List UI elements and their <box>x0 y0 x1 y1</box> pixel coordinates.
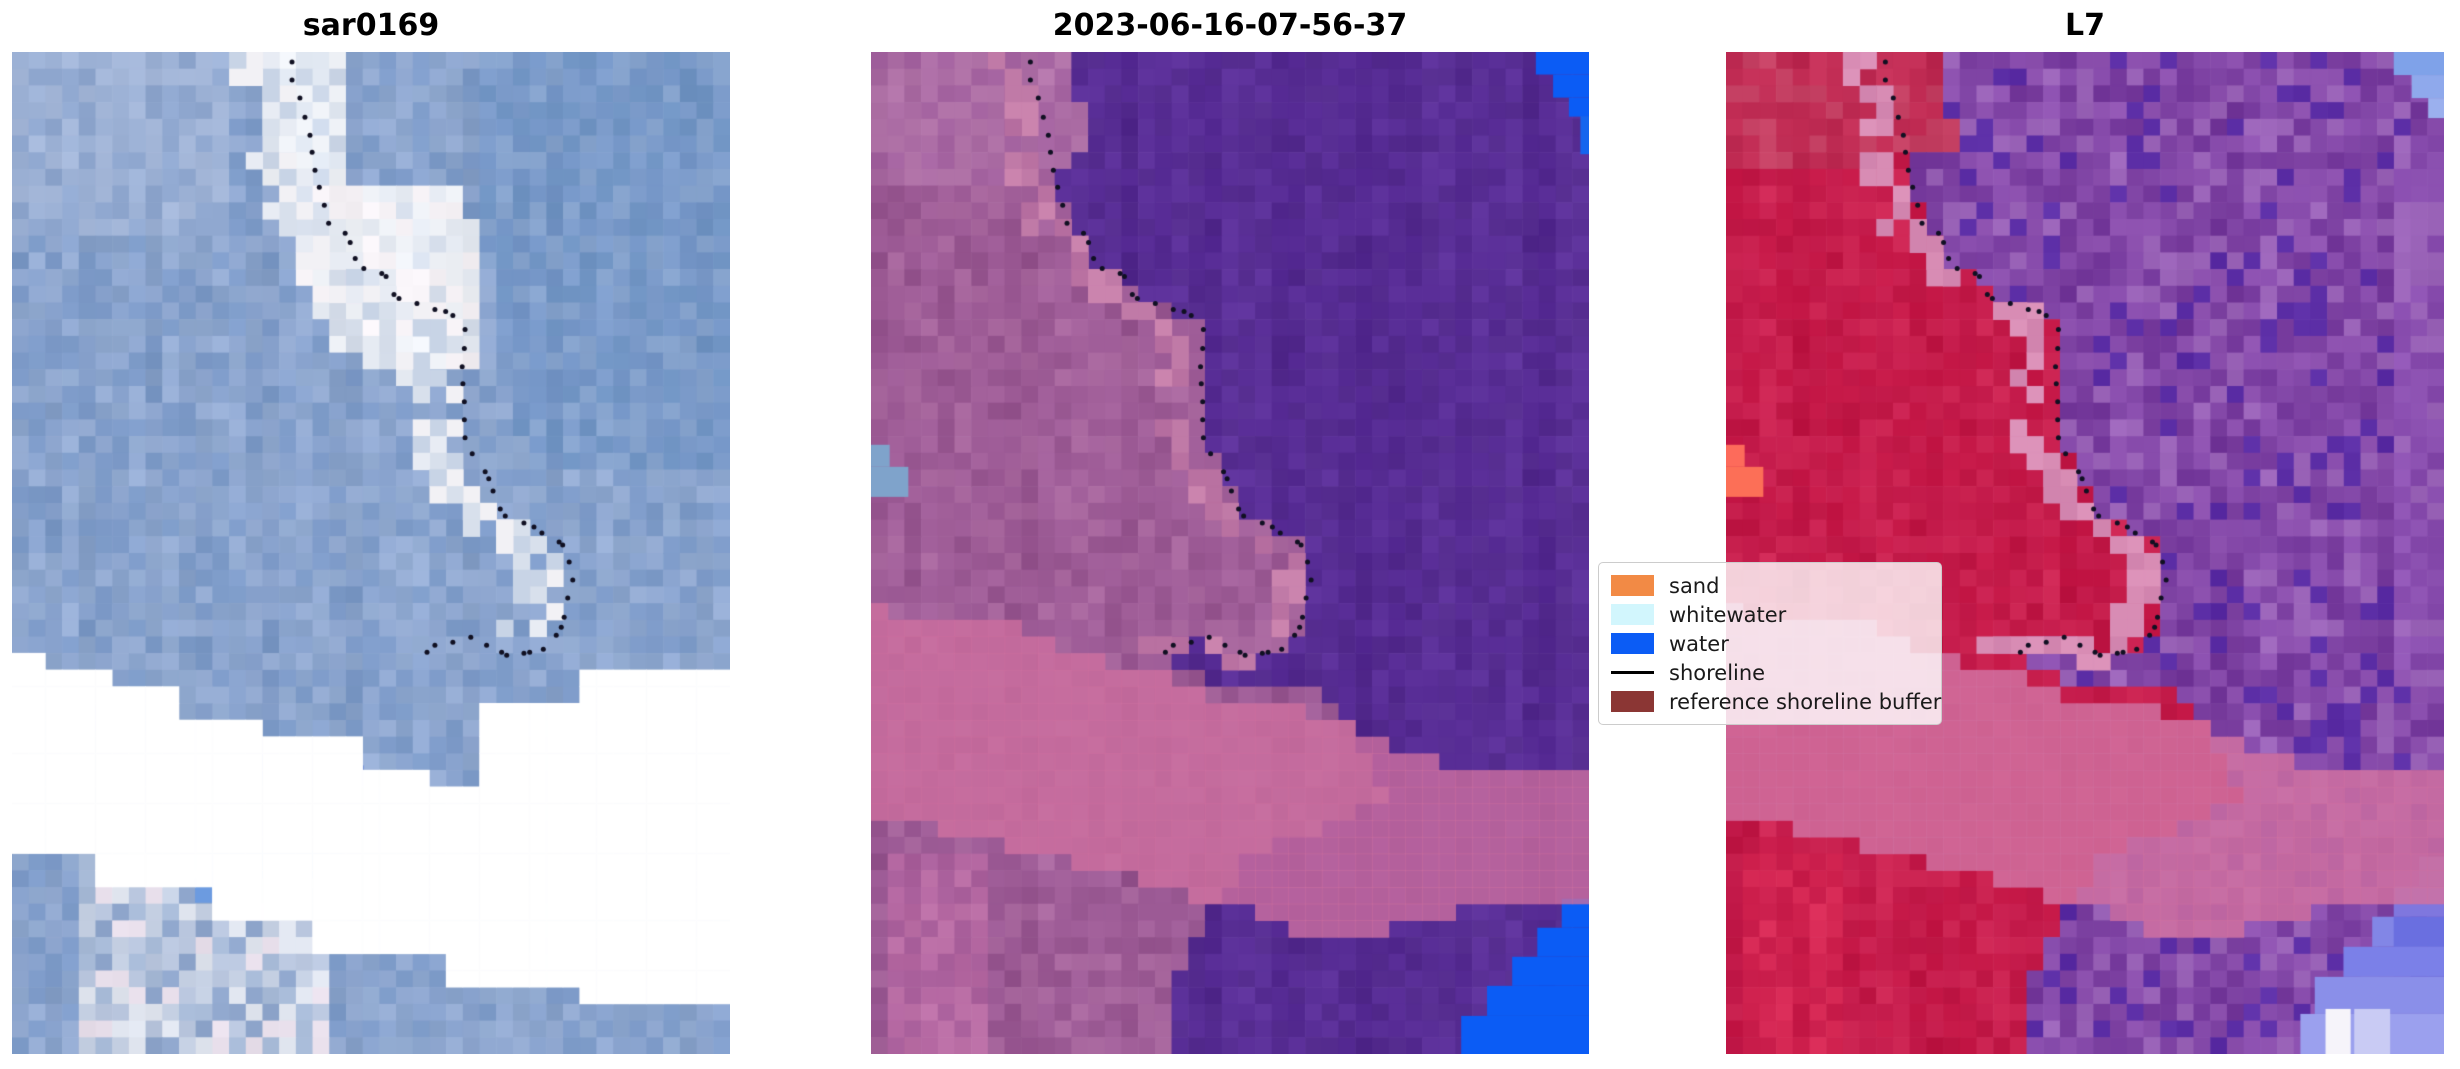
legend-label-shoreline: shoreline <box>1669 660 1766 685</box>
legend-label-sand: sand <box>1669 573 1720 598</box>
legend-item-sand: sand <box>1611 571 1929 600</box>
legend-label-buffer: reference shoreline buffer <box>1669 689 1942 714</box>
panel-title-classified: 2023-06-16-07-56-37 <box>1052 8 1408 43</box>
panel-canvas-class <box>871 52 1589 1054</box>
panel-canvas-l7 <box>1726 52 2444 1054</box>
panel-title-l7: L7 <box>2065 8 2105 43</box>
panel-canvas-sar <box>12 52 730 1054</box>
legend-swatch-water <box>1611 633 1654 654</box>
legend-label-water: water <box>1669 631 1729 656</box>
legend-swatch-shoreline <box>1611 662 1654 683</box>
legend-box: sand whitewater water shoreline referenc… <box>1598 562 1942 725</box>
legend-item-buffer: reference shoreline buffer <box>1611 687 1941 716</box>
legend-swatch-sand <box>1611 575 1654 596</box>
legend-swatch-buffer <box>1611 691 1654 712</box>
legend-item-shoreline: shoreline <box>1611 658 1929 687</box>
panel-title-sar: sar0169 <box>302 8 440 43</box>
legend-item-whitewater: whitewater <box>1611 600 1929 629</box>
legend-label-whitewater: whitewater <box>1669 602 1787 627</box>
legend-swatch-whitewater <box>1611 604 1654 625</box>
legend-item-water: water <box>1611 629 1929 658</box>
